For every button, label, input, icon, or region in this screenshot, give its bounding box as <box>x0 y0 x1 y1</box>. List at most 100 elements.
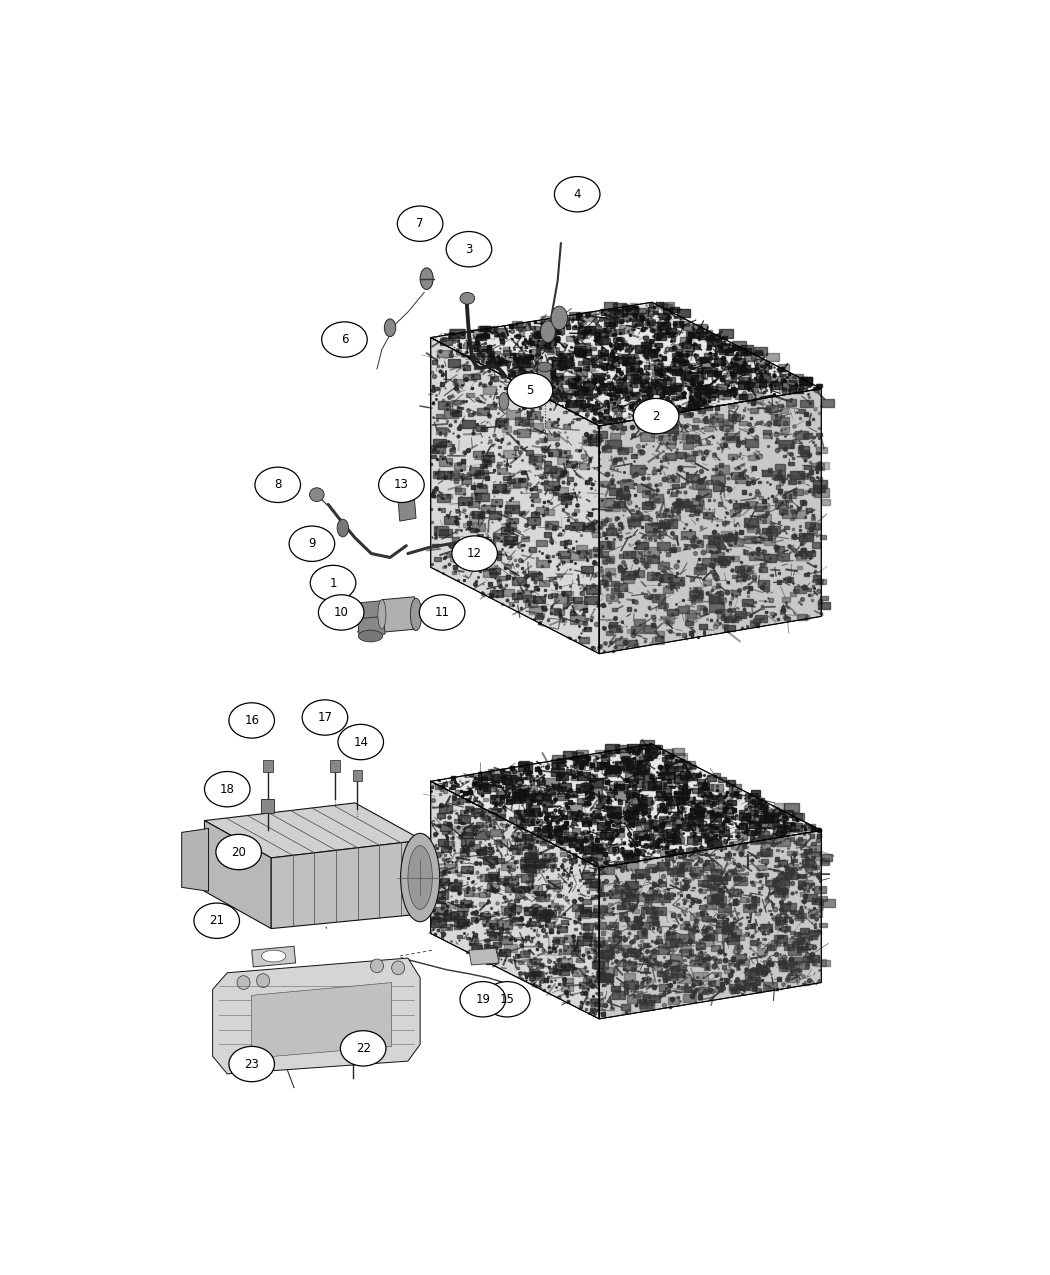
Bar <box>552 756 565 764</box>
Bar <box>780 912 785 914</box>
Bar <box>690 856 696 859</box>
Bar <box>434 557 441 561</box>
Bar <box>635 361 640 365</box>
Bar <box>664 320 668 323</box>
Bar <box>555 363 560 366</box>
Bar <box>519 394 529 399</box>
Bar <box>618 448 628 454</box>
Bar <box>627 391 638 399</box>
Bar <box>656 938 662 942</box>
Bar <box>622 479 626 482</box>
Polygon shape <box>469 949 499 965</box>
Bar <box>657 805 671 812</box>
Bar <box>511 833 525 840</box>
Bar <box>775 417 789 426</box>
Bar <box>656 936 660 938</box>
Bar <box>724 349 733 354</box>
Bar <box>622 303 628 309</box>
Bar <box>785 978 789 980</box>
Bar <box>531 492 538 497</box>
Bar <box>617 901 629 909</box>
Bar <box>529 977 534 979</box>
Bar <box>623 849 632 856</box>
Bar <box>588 379 595 382</box>
Bar <box>631 873 639 878</box>
Bar <box>689 514 693 516</box>
Bar <box>642 907 652 913</box>
Bar <box>684 761 695 769</box>
Bar <box>779 960 793 968</box>
Bar <box>438 428 446 434</box>
Bar <box>575 386 581 389</box>
Bar <box>595 571 603 576</box>
Bar <box>572 493 579 497</box>
Bar <box>796 839 806 845</box>
Bar <box>600 974 613 982</box>
Bar <box>608 903 612 905</box>
Bar <box>779 826 791 834</box>
Bar <box>633 991 636 992</box>
Bar <box>628 479 631 481</box>
Bar <box>564 833 576 839</box>
Bar <box>674 434 678 435</box>
Bar <box>433 907 445 914</box>
Bar <box>541 439 546 442</box>
Bar <box>615 385 627 393</box>
Bar <box>784 617 790 620</box>
Bar <box>542 449 548 453</box>
Bar <box>506 501 520 509</box>
Bar <box>674 352 681 356</box>
Bar <box>691 765 696 768</box>
Bar <box>659 993 665 996</box>
Bar <box>435 891 448 899</box>
Bar <box>505 523 517 529</box>
Bar <box>756 831 760 834</box>
Bar <box>805 864 816 871</box>
Bar <box>463 922 468 926</box>
Bar <box>626 363 639 371</box>
Bar <box>508 370 520 377</box>
Bar <box>508 771 520 778</box>
Bar <box>591 375 603 382</box>
Bar <box>760 849 772 856</box>
Bar <box>642 928 645 931</box>
Bar <box>723 418 733 425</box>
Bar <box>692 381 699 386</box>
Bar <box>785 500 789 502</box>
Bar <box>705 935 714 941</box>
Bar <box>554 826 562 830</box>
Bar <box>554 421 559 423</box>
Bar <box>636 822 650 830</box>
Bar <box>494 356 499 360</box>
Bar <box>679 785 685 789</box>
Bar <box>629 779 643 787</box>
Bar <box>815 488 828 496</box>
Bar <box>693 324 707 333</box>
Bar <box>603 556 614 564</box>
Bar <box>440 789 443 790</box>
Bar <box>625 748 629 751</box>
Bar <box>739 824 748 829</box>
Text: 23: 23 <box>245 1057 259 1071</box>
Bar <box>715 987 723 992</box>
Bar <box>582 332 584 333</box>
Bar <box>714 826 718 829</box>
Bar <box>668 608 678 615</box>
Bar <box>441 892 445 895</box>
Bar <box>547 858 550 861</box>
Bar <box>602 519 607 523</box>
Bar <box>518 785 528 790</box>
Bar <box>741 464 744 467</box>
Bar <box>821 960 830 965</box>
Bar <box>679 801 686 805</box>
Bar <box>659 807 668 812</box>
Ellipse shape <box>337 519 349 537</box>
Bar <box>548 947 556 951</box>
Bar <box>558 496 566 500</box>
Bar <box>523 950 530 954</box>
Bar <box>628 640 637 645</box>
Bar <box>516 966 519 969</box>
Bar <box>712 368 717 371</box>
Bar <box>707 811 710 813</box>
Bar <box>634 773 644 779</box>
